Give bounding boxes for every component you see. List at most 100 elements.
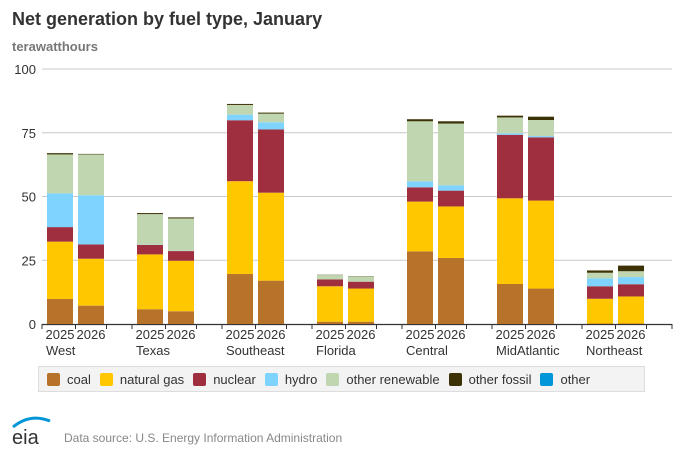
data-source: Data source: U.S. Energy Information Adm… [64, 431, 343, 445]
bar-nuclear [227, 120, 253, 182]
x-group-label: West [46, 343, 76, 358]
legend-swatch [99, 372, 113, 386]
bar-coal [258, 280, 284, 324]
x-group-label: Northeast [586, 343, 643, 358]
legend-label: natural gas [119, 371, 185, 387]
bar-coal [47, 299, 73, 324]
bar-other-renewable [407, 121, 433, 182]
bar-coal [587, 323, 613, 324]
bar-other-fossil [438, 121, 464, 124]
legend-item[interactable]: coal [47, 372, 91, 387]
bar-natural-gas [497, 198, 523, 284]
eia-logo: eia [10, 415, 56, 452]
bar-natural-gas [618, 296, 644, 324]
bar-other-renewable [587, 272, 613, 279]
bar-other-fossil [168, 217, 194, 219]
bar-nuclear [168, 251, 194, 261]
x-year-label: 2025 [406, 327, 435, 342]
bar-natural-gas [407, 201, 433, 252]
legend-item[interactable]: other renewable [326, 371, 440, 387]
bar-natural-gas [348, 288, 374, 322]
bar-other-fossil [137, 213, 163, 215]
bar-other-fossil [407, 119, 433, 122]
y-axis-unit: terawatthours [12, 39, 98, 54]
legend-item[interactable]: natural gas [99, 371, 185, 387]
bar-other-fossil [78, 153, 104, 155]
x-year-label: 2026 [77, 327, 106, 342]
bar-other-renewable [168, 218, 194, 251]
bar-other-renewable [78, 154, 104, 196]
bar-hydro [438, 185, 464, 191]
x-year-label: 2025 [496, 327, 525, 342]
bar-hydro [618, 277, 644, 285]
bar-natural-gas [227, 181, 253, 275]
bar-coal [618, 323, 644, 324]
bar-coal [317, 321, 343, 324]
x-group-label: Central [406, 343, 448, 358]
bar-coal [78, 305, 104, 324]
bar-coal [168, 311, 194, 324]
svg-text:eia: eia [12, 427, 40, 447]
bar-hydro [587, 278, 613, 287]
legend-item[interactable]: other fossil [448, 371, 532, 387]
bar-other-renewable [497, 117, 523, 134]
legend-label: other fossil [468, 371, 532, 387]
legend-item[interactable]: hydro [264, 371, 318, 387]
bar-other-fossil [587, 270, 613, 273]
x-year-label: 2025 [316, 327, 345, 342]
bar-nuclear [618, 284, 644, 297]
bar-natural-gas [47, 241, 73, 300]
y-tick-label: 100 [14, 62, 36, 77]
legend-label: hydro [284, 371, 318, 387]
legend-swatch [47, 372, 60, 386]
y-tick-label: 0 [29, 317, 36, 332]
legend-item[interactable]: nuclear [193, 372, 256, 387]
bar-coal [438, 257, 464, 324]
bar-nuclear [528, 137, 554, 201]
bar-natural-gas [317, 286, 343, 322]
bar-other-renewable [438, 123, 464, 186]
bar-other-fossil [497, 115, 523, 118]
legend-label: nuclear [213, 371, 256, 387]
bar-natural-gas [528, 200, 554, 289]
bar-nuclear [137, 244, 163, 255]
bar-hydro [227, 114, 253, 121]
bar-other-renewable [528, 120, 554, 137]
y-tick-label: 75 [22, 126, 36, 141]
bar-natural-gas [168, 260, 194, 312]
bar-coal [348, 321, 374, 324]
bar-other-renewable [618, 271, 644, 278]
x-group-label: MidAtlantic [496, 343, 560, 358]
bar-coal [497, 283, 523, 324]
x-group-label: Florida [316, 343, 357, 358]
bar-hydro [78, 195, 104, 245]
bar-natural-gas [137, 254, 163, 310]
legend-item[interactable]: other [540, 372, 590, 387]
x-year-label: 2026 [527, 327, 556, 342]
bar-nuclear [348, 281, 374, 289]
bar-coal [137, 309, 163, 324]
bar-coal [407, 251, 433, 324]
legend-label: other renewable [346, 371, 440, 387]
legend: coal natural gas nuclear hydro other renewab… [38, 366, 645, 392]
bar-nuclear [258, 129, 284, 193]
bar-other-renewable [348, 276, 374, 282]
bar-other-fossil [618, 265, 644, 272]
legend-label: coal [67, 371, 91, 387]
x-year-label: 2025 [46, 327, 75, 342]
x-group-label: Southeast [226, 343, 285, 358]
chart-title: Net generation by fuel type, January [12, 9, 323, 29]
bar-other-renewable [47, 154, 73, 194]
bar-nuclear [317, 279, 343, 287]
x-year-label: 2026 [167, 327, 196, 342]
bar-natural-gas [258, 192, 284, 281]
x-year-label: 2025 [136, 327, 165, 342]
bar-other-fossil [47, 153, 73, 155]
bar-nuclear [78, 244, 104, 259]
bar-other-renewable [317, 275, 343, 280]
bar-other-fossil [227, 103, 253, 105]
bar-hydro [47, 193, 73, 228]
bar-other-renewable [227, 104, 253, 115]
